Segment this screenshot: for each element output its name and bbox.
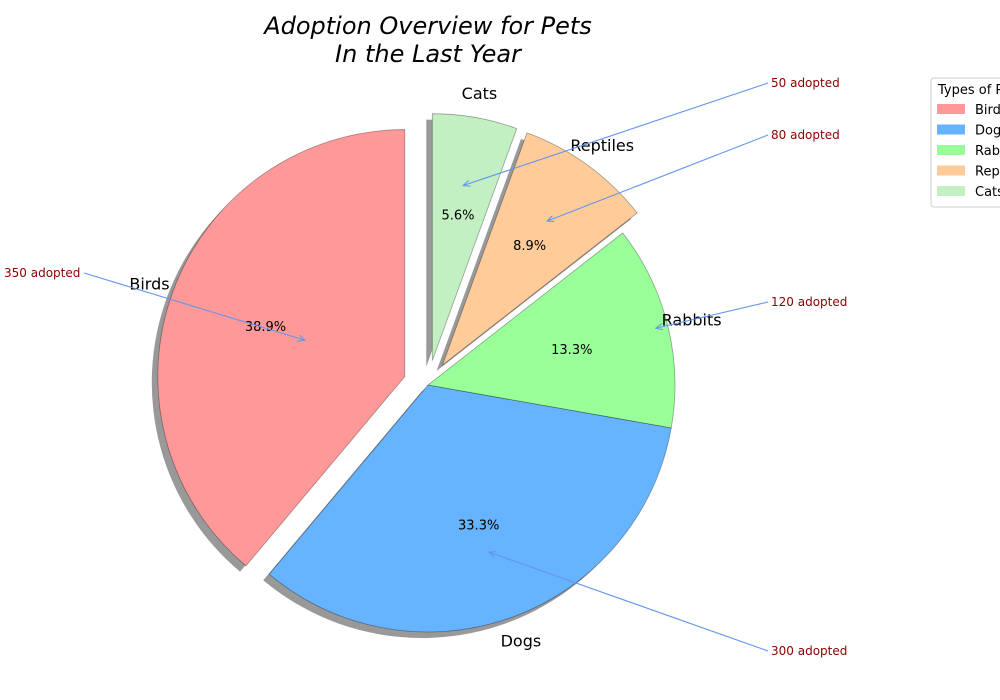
slice-label-birds: Birds (129, 275, 169, 294)
legend-title: Types of Pets (937, 83, 1000, 98)
legend-swatch-birds (937, 104, 965, 114)
percent-label-dogs: 33.3% (458, 518, 499, 533)
annotations: 350 adopted 300 adopted 120 adopted 80 adop… (4, 76, 847, 658)
annotation-arrow-dogs (489, 552, 769, 652)
annotation-arrow-rabbits (656, 301, 769, 328)
legend-label-reptiles: Reptiles (975, 165, 1000, 180)
annotation-reptiles: 80 adopted (771, 128, 840, 142)
legend: Types of Pets Birds Dogs Rabbits Reptiles Ca… (930, 77, 1000, 208)
legend-label-birds: Birds (975, 103, 1000, 118)
annotation-arrow-birds (83, 272, 305, 340)
slice-label-reptiles: Reptiles (570, 136, 634, 155)
slice-cats (431, 113, 518, 361)
percent-labels: 38.9%33.3%13.3%8.9%5.6% (245, 209, 593, 534)
legend-label-cats: Cats (975, 185, 1000, 200)
legend-label-dogs: Dogs (975, 124, 1000, 139)
annotation-cats: 50 adopted (771, 76, 840, 90)
annotation-dogs: 300 adopted (771, 644, 847, 658)
legend-swatch-cats (937, 186, 965, 196)
chart-title-line-1: Adoption Overview for Pets (262, 12, 592, 40)
slice-dogs (268, 384, 672, 633)
slice-reptiles (441, 132, 638, 367)
annotation-arrow-cats (463, 82, 769, 186)
annotation-rabbits: 120 adopted (771, 295, 847, 309)
percent-label-reptiles: 8.9% (513, 239, 546, 254)
slice-label-dogs: Dogs (501, 631, 542, 650)
legend-swatch-dogs (937, 124, 965, 135)
legend-label-rabbits: Rabbits (975, 144, 1000, 159)
legend-swatch-reptiles (937, 165, 965, 176)
pie-slices (157, 113, 676, 633)
slice-birds (157, 129, 406, 567)
percent-label-rabbits: 13.3% (551, 343, 592, 358)
percent-label-cats: 5.6% (442, 209, 475, 224)
annotation-arrow-reptiles (547, 134, 769, 221)
chart-title-line-2: In the Last Year (335, 40, 523, 68)
legend-swatch-rabbits (937, 145, 965, 155)
annotation-birds: 350 adopted (4, 266, 80, 280)
slice-label-cats: Cats (462, 84, 498, 103)
